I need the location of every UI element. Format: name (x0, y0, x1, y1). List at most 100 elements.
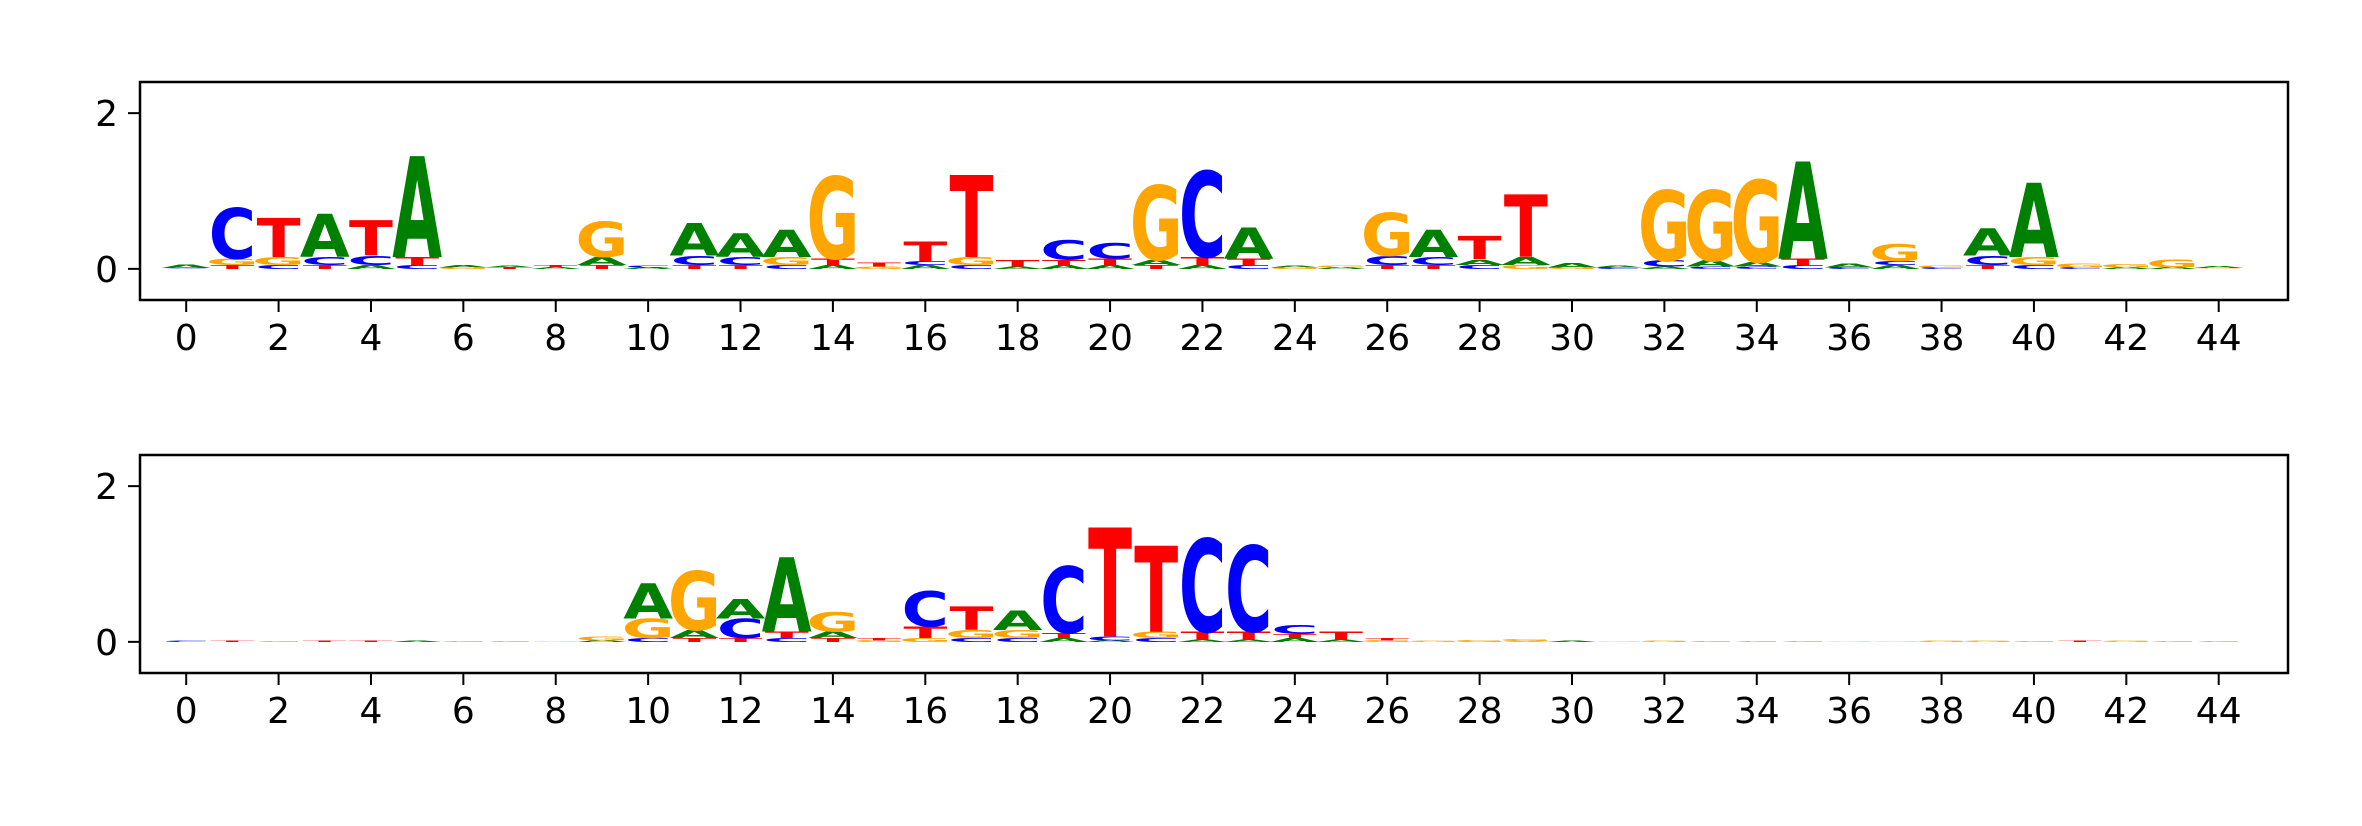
x-tick-label: 18 (995, 691, 1041, 732)
logo-letter-C: C (763, 637, 810, 643)
logo-letter-C: C (1826, 267, 1873, 269)
logo-letter-C: C (255, 264, 302, 270)
logo-letter-T: T (1458, 230, 1502, 267)
logo-letter-A: A (577, 255, 627, 267)
logo-letter-T: T (1781, 257, 1826, 267)
logo-letter-A: A (1039, 264, 1090, 270)
x-tick-label: 20 (1087, 318, 1133, 359)
logo-letter-T: T (672, 264, 716, 270)
logo-letter-C: C (717, 255, 764, 267)
logo-letter-A: A (1732, 261, 1783, 268)
logo-letter-A: A (1547, 640, 1598, 642)
logo-letter-G: G (806, 155, 859, 286)
x-tick-label: 40 (2011, 691, 2057, 732)
logo-letter-G: G (437, 267, 490, 269)
x-tick-label: 26 (1364, 318, 1410, 359)
logo-letter-C: C (1687, 266, 1734, 270)
logo-letter-C: C (1595, 267, 1642, 269)
logo-letter-T: T (1042, 258, 1087, 267)
logo-letter-G: G (1592, 641, 1645, 642)
logo-letter-C: C (1364, 253, 1411, 268)
logo-letter-T: T (1180, 255, 1225, 267)
logo-letter-A: A (1270, 637, 1321, 643)
logo-letter-C: C (1641, 259, 1688, 269)
logo-letter-A: A (1085, 264, 1136, 270)
x-tick-label: 20 (1087, 691, 1133, 732)
logo-letter-A: A (762, 539, 812, 657)
logo-letter-A: A (1270, 265, 1321, 267)
x-tick-label: 6 (452, 318, 475, 359)
x-tick-label: 40 (2011, 318, 2057, 359)
logo-letter-C: C (948, 637, 995, 643)
logo-letter-T: T (2058, 640, 2102, 642)
logo-letter-C: C (394, 264, 441, 270)
logo-letter-A: A (392, 640, 443, 642)
x-tick-label: 0 (175, 691, 198, 732)
logo-letter-A: A (808, 630, 858, 640)
x-tick-label: 28 (1457, 318, 1503, 359)
logo-letter-T: T (303, 640, 347, 642)
x-tick-label: 2 (267, 691, 290, 732)
logo-letter-T: T (1411, 264, 1455, 270)
x-tick-label: 4 (360, 318, 383, 359)
axes-frame (138, 453, 2290, 675)
x-tick-label: 34 (1734, 318, 1780, 359)
logo-letter-G: G (206, 257, 259, 267)
logo-letter-A: A (1178, 264, 1229, 270)
logo-letter-G: G (1869, 240, 1922, 267)
y-tick-label: 2 (95, 467, 118, 508)
logo-letter-T: T (811, 637, 855, 643)
logo-letter-T: T (1088, 257, 1133, 267)
x-tick-label: 42 (2103, 691, 2149, 732)
logo-letter-T: T (1365, 637, 1409, 641)
logo-letter-A: A (1085, 640, 1136, 642)
logo-letter-G: G (1961, 640, 2014, 642)
logo-letter-A: A (2148, 267, 2199, 269)
x-tick-label: 14 (810, 318, 856, 359)
logo-letter-G: G (2100, 263, 2153, 268)
logo-letter-A: A (900, 264, 951, 270)
logo-letter-A: A (2101, 267, 2152, 269)
logo-letter-A: A (531, 267, 582, 269)
logo-letter-A: A (808, 264, 859, 270)
logo-letter-A: A (392, 130, 442, 290)
y-tick-label: 0 (95, 623, 118, 664)
logo-letter-A: A (1593, 265, 1644, 267)
logo-letter-T: T (1134, 524, 1178, 660)
x-tick-label: 18 (995, 318, 1041, 359)
logo-letter-C: C (1086, 239, 1133, 264)
logo-letter-G: G (622, 613, 675, 644)
logo-letter-T: T (534, 264, 578, 268)
logo-letter-G: G (899, 637, 952, 643)
logo-letter-T: T (1365, 264, 1409, 270)
logo-letter-C: C (1872, 260, 1919, 266)
logo-letter-A: A (623, 267, 674, 269)
logo-letter-C: C (1179, 513, 1226, 662)
logo-letter-G: G (945, 628, 998, 640)
logo-letter-G: G (668, 557, 721, 650)
logo-letter-C: C (1918, 267, 1965, 269)
x-tick-label: 8 (544, 691, 567, 732)
logo-letter-A: A (2194, 266, 2245, 268)
logo-letter-A: A (1686, 259, 1736, 269)
logo-letter-T: T (349, 640, 393, 642)
y-tick-label: 2 (95, 94, 118, 135)
logo-letter-T: T (1273, 633, 1317, 639)
logo-letter-G: G (2192, 268, 2245, 269)
logo-letter-G: G (1730, 158, 1783, 289)
x-tick-label: 14 (810, 691, 856, 732)
x-tick-label: 10 (625, 318, 671, 359)
logo-letter-C: C (717, 613, 764, 644)
logo-letter-C: C (1733, 266, 1780, 270)
logo-letter-G: G (760, 255, 813, 267)
x-tick-label: 30 (1549, 318, 1595, 359)
logo-letter-C: C (1456, 264, 1503, 270)
logo-letter-C: C (625, 637, 672, 643)
logo-letter-A: A (1778, 135, 1828, 290)
logo-letter-G: G (1638, 172, 1691, 284)
logo-letter-A: A (762, 223, 812, 266)
logo-letter-C: C (1687, 641, 1734, 642)
